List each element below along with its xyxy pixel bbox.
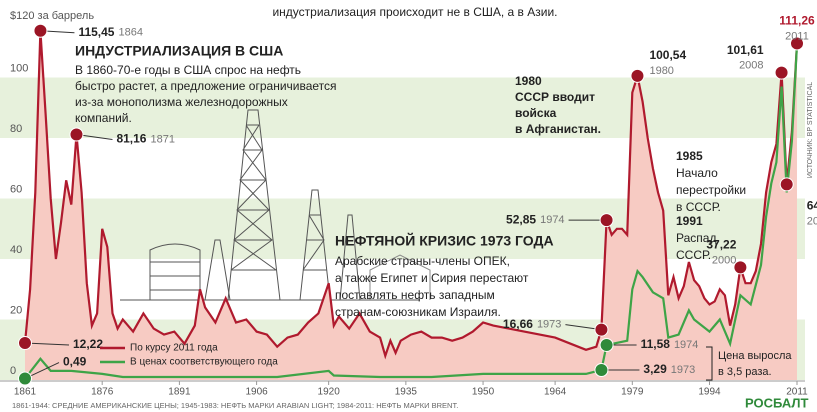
annotation-line: Цена выросла xyxy=(718,350,792,362)
callout-dot xyxy=(19,337,32,350)
callout-value: 52,85 xyxy=(506,212,536,226)
chart: 12,22 115,45 1864 81,16 1871 52,85 1974 16,66 19… xyxy=(0,0,817,412)
callout-year: 1980 xyxy=(649,65,673,77)
annotation-line: странам-союзникам Израиля. xyxy=(335,305,501,319)
subtitle: индустриализация происходит не в США, а … xyxy=(272,5,557,19)
annotation-line: из-за монополизма железнодорожных xyxy=(75,95,288,109)
callout-dot xyxy=(775,66,788,79)
source: ИСТОЧНИК: BP STATISTICAL xyxy=(807,82,814,178)
annotation-line: а также Египет и Сирия перестают xyxy=(335,271,529,285)
callout-dot xyxy=(631,69,644,82)
annotation-line: Арабские страны-члены ОПЕК, xyxy=(335,254,510,268)
y-tick-label: 20 xyxy=(10,304,22,316)
legend-label: По курсу 2011 года xyxy=(130,343,218,354)
callout-dot xyxy=(34,24,47,37)
y-tick-label: 100 xyxy=(10,62,28,74)
callout-year: 1974 xyxy=(674,339,698,351)
callout-value: 115,45 xyxy=(78,25,114,39)
annotation-title: 1991 xyxy=(676,214,703,228)
callout-dot xyxy=(780,178,793,191)
callout-value: 111,26 xyxy=(779,14,815,28)
y-tick-label: 0 xyxy=(10,365,16,377)
annotation-title: 1985 xyxy=(676,149,703,163)
annotation-line: В 1860-70-е годы в США спрос на нефть xyxy=(75,63,301,77)
y-tick-label: $120 за баррель xyxy=(10,10,94,22)
callout-year: 1973 xyxy=(671,364,695,376)
annotation-line: быстро растет, а предложение ограничивае… xyxy=(75,79,337,93)
annotation-title: НЕФТЯНОЙ КРИЗИС 1973 ГОДА xyxy=(335,232,554,249)
x-tick-label: 1950 xyxy=(472,387,495,398)
callout-year: 1871 xyxy=(150,133,174,145)
callout-year: 2011 xyxy=(785,30,809,42)
annotation-line: Распад xyxy=(676,231,716,245)
x-tick-label: 1935 xyxy=(395,387,418,398)
callout-year: 2008 xyxy=(739,60,763,72)
annotation-line: Начало xyxy=(676,166,718,180)
callout-value: 81,16 xyxy=(116,132,146,146)
logo: РОСБАЛТ xyxy=(745,395,809,410)
x-tick-label: 1876 xyxy=(91,387,114,398)
callout-year: 2000 xyxy=(712,254,736,266)
annotation-line: СССР. xyxy=(676,248,711,262)
x-tick-label: 1979 xyxy=(621,387,644,398)
y-tick-label: 60 xyxy=(10,183,22,195)
annotation-line: поставлять нефть западным xyxy=(335,288,495,302)
x-tick-label: 1891 xyxy=(168,387,191,398)
legend-label: В ценах соответствующего года xyxy=(130,357,278,368)
annotation-line: в Афганистан. xyxy=(515,122,601,136)
callout-value: 0,49 xyxy=(63,355,87,369)
footnote: 1861-1944: СРЕДНИЕ АМЕРИКАНСКИЕ ЦЕНЫ; 19… xyxy=(12,401,458,410)
annotation-line: СССР вводит xyxy=(515,90,595,104)
x-tick-label: 1964 xyxy=(544,387,567,398)
annotation-title: ИНДУСТРИАЛИЗАЦИЯ В США xyxy=(75,43,283,59)
callout-dot xyxy=(600,338,613,351)
callout-year: 1864 xyxy=(118,27,142,39)
annotation-line: в СССР. xyxy=(676,200,721,214)
x-tick-label: 1994 xyxy=(698,387,721,398)
x-tick-label: 1906 xyxy=(245,387,268,398)
callout-dot xyxy=(595,364,608,377)
callout-year: 1973 xyxy=(537,319,561,331)
callout-year: 2009 xyxy=(807,215,817,227)
annotation-line: войска xyxy=(515,106,557,120)
callout-value: 3,29 xyxy=(643,362,667,376)
callout-value: 16,66 xyxy=(503,317,533,331)
x-tick-label: 1861 xyxy=(14,387,37,398)
annotation-line: перестройки xyxy=(676,183,746,197)
callout-value: 101,61 xyxy=(727,43,764,57)
callout-year: 1974 xyxy=(540,214,564,226)
y-tick-label: 80 xyxy=(10,123,22,135)
callout-dot xyxy=(600,214,613,227)
annotation-line: в 3,5 раза. xyxy=(718,366,772,378)
x-tick-label: 1920 xyxy=(318,387,341,398)
callout-value: 64,66 xyxy=(807,199,817,213)
callout-value: 100,54 xyxy=(649,48,686,62)
callout-value: 12,22 xyxy=(73,337,103,351)
callout-dot xyxy=(595,323,608,336)
callout-dot xyxy=(70,128,83,141)
annotation-line: компаний. xyxy=(75,111,132,125)
x-tick-label: 2011 xyxy=(786,387,808,398)
y-tick-label: 40 xyxy=(10,244,22,256)
annotation-title: 1980 xyxy=(515,74,542,88)
callout-value: 11,58 xyxy=(641,337,671,351)
callout-dot xyxy=(19,372,32,385)
